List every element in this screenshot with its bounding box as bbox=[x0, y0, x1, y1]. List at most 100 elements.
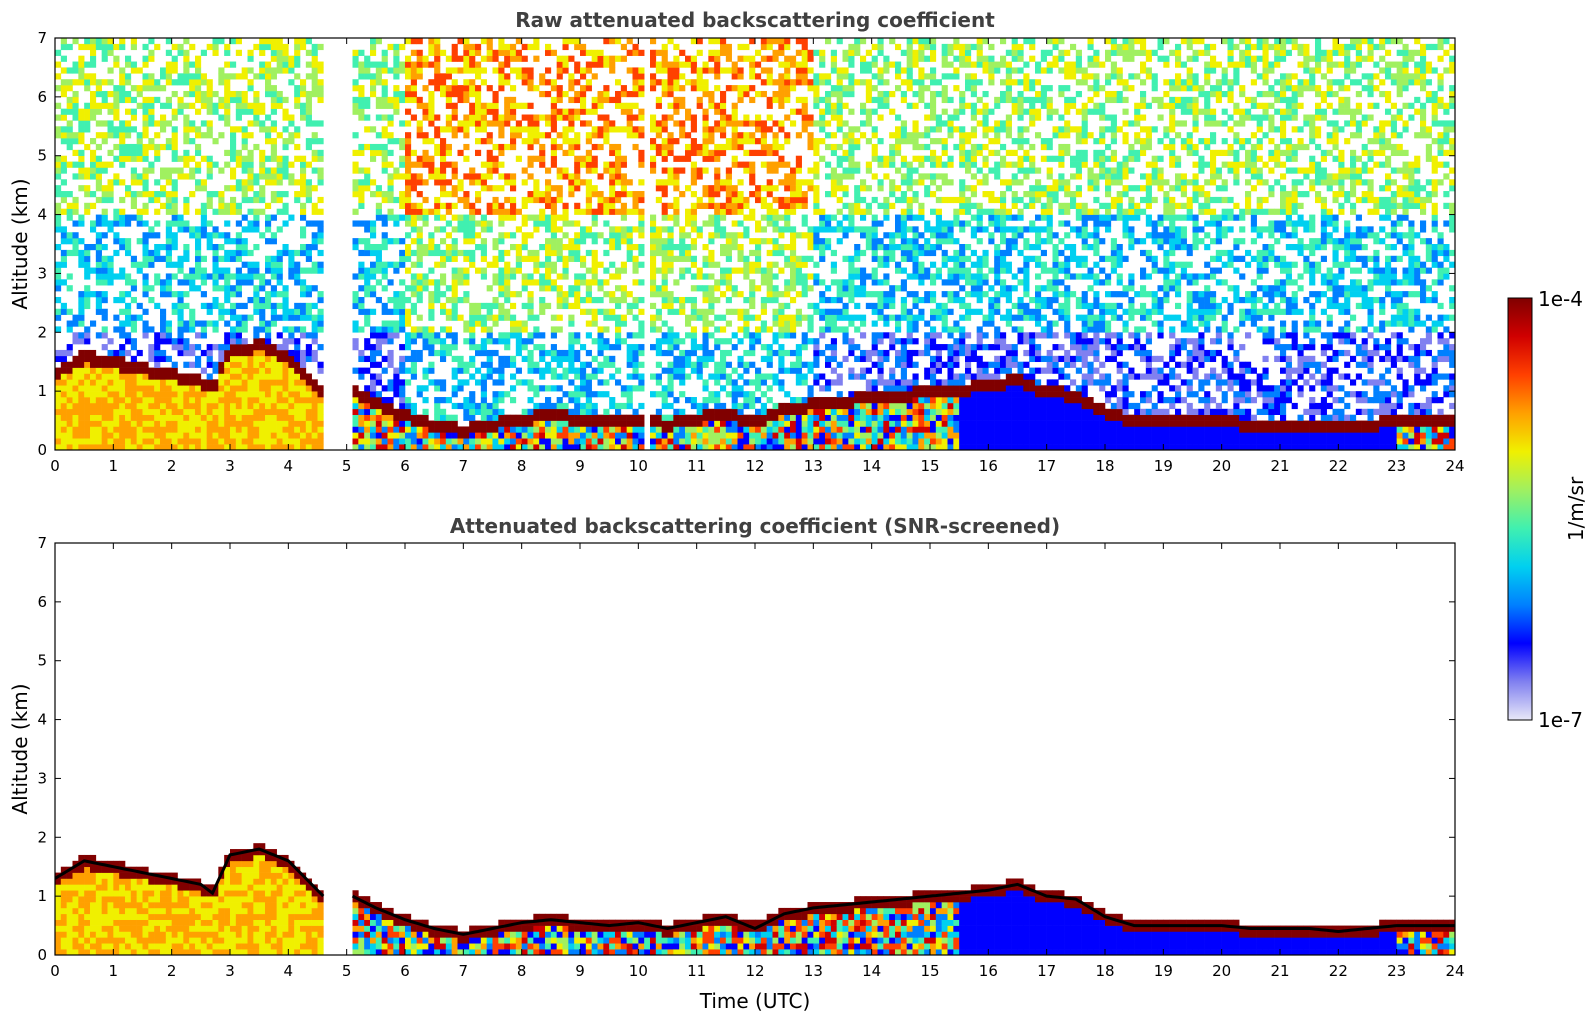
heatmap-cell bbox=[218, 196, 225, 204]
heatmap-cell bbox=[399, 90, 406, 98]
heatmap-cell bbox=[737, 355, 744, 363]
heatmap-cell bbox=[241, 338, 248, 345]
heatmap-cell bbox=[720, 185, 727, 192]
heatmap-cell bbox=[574, 432, 581, 439]
heatmap-cell bbox=[358, 238, 365, 245]
heatmap-cell bbox=[539, 279, 546, 286]
heatmap-cell bbox=[375, 432, 382, 439]
heatmap-cell bbox=[585, 149, 592, 157]
heatmap-cell bbox=[183, 90, 190, 98]
heatmap-cell bbox=[241, 214, 248, 221]
heatmap-cell bbox=[515, 261, 522, 268]
heatmap-cell bbox=[568, 408, 575, 415]
heatmap-cell bbox=[515, 132, 522, 139]
heatmap-cell bbox=[550, 120, 557, 127]
heatmap-cell bbox=[358, 102, 365, 109]
heatmap-cell bbox=[720, 338, 727, 345]
heatmap-cell bbox=[743, 397, 750, 404]
heatmap-cell bbox=[685, 361, 692, 368]
heatmap-cell bbox=[504, 414, 511, 421]
heatmap-cell bbox=[241, 279, 248, 286]
heatmap-cell bbox=[445, 420, 452, 427]
heatmap-cell bbox=[119, 90, 126, 98]
heatmap-cell bbox=[696, 444, 703, 450]
heatmap-cell bbox=[300, 85, 307, 92]
heatmap-cell bbox=[556, 67, 563, 74]
heatmap-cell bbox=[504, 314, 511, 321]
heatmap-cell bbox=[113, 55, 120, 62]
heatmap-cell bbox=[276, 438, 283, 445]
heatmap-cell bbox=[160, 191, 167, 198]
heatmap-cell bbox=[545, 220, 552, 227]
heatmap-cell bbox=[78, 108, 85, 115]
heatmap-cell bbox=[130, 85, 137, 92]
heatmap-cell bbox=[171, 185, 178, 192]
heatmap-cell bbox=[72, 196, 79, 204]
heatmap-cell bbox=[463, 202, 470, 209]
heatmap-cell bbox=[737, 43, 744, 51]
heatmap-cell bbox=[469, 255, 476, 262]
heatmap-cell bbox=[370, 326, 377, 333]
heatmap-cell bbox=[498, 143, 505, 151]
heatmap-cell bbox=[311, 267, 318, 274]
heatmap-cell bbox=[434, 432, 441, 439]
heatmap-cell bbox=[247, 179, 254, 186]
heatmap-cell bbox=[300, 385, 307, 392]
heatmap-cell bbox=[696, 85, 703, 92]
heatmap-cell bbox=[95, 143, 102, 151]
heatmap-cell bbox=[568, 238, 575, 245]
heatmap-cell bbox=[171, 208, 178, 215]
heatmap-cell bbox=[702, 408, 709, 415]
heatmap-cell bbox=[113, 361, 120, 368]
heatmap-cell bbox=[603, 38, 610, 45]
heatmap-cell bbox=[655, 226, 662, 233]
heatmap-cell bbox=[130, 114, 137, 121]
heatmap-cell bbox=[469, 397, 476, 404]
heatmap-cell bbox=[667, 85, 674, 92]
heatmap-cell bbox=[737, 138, 744, 145]
heatmap-cell bbox=[195, 55, 202, 62]
heatmap-cell bbox=[690, 79, 697, 86]
heatmap-cell bbox=[486, 361, 493, 368]
heatmap-cell bbox=[364, 279, 371, 286]
heatmap-cell bbox=[370, 408, 377, 415]
heatmap-cell bbox=[755, 114, 762, 121]
heatmap-cell bbox=[720, 208, 727, 215]
heatmap-cell bbox=[375, 114, 382, 121]
heatmap-cell bbox=[755, 149, 762, 157]
heatmap-cell bbox=[445, 332, 452, 339]
heatmap-cell bbox=[492, 402, 499, 410]
heatmap-cell bbox=[171, 420, 178, 427]
heatmap-cell bbox=[416, 414, 423, 421]
heatmap-cell bbox=[568, 302, 575, 310]
heatmap-cell bbox=[515, 267, 522, 274]
heatmap-cell bbox=[241, 320, 248, 327]
heatmap-cell bbox=[445, 220, 452, 227]
heatmap-cell bbox=[125, 379, 132, 386]
heatmap-cell bbox=[259, 385, 266, 392]
heatmap-cell bbox=[591, 191, 598, 198]
heatmap-cell bbox=[661, 208, 668, 215]
heatmap-cell bbox=[72, 314, 79, 321]
heatmap-cell bbox=[72, 338, 79, 345]
heatmap-cell bbox=[521, 79, 528, 86]
heatmap-cell bbox=[90, 320, 97, 327]
heatmap-cell bbox=[235, 179, 242, 186]
heatmap-cell bbox=[241, 438, 248, 445]
heatmap-cell bbox=[655, 196, 662, 204]
heatmap-cell bbox=[241, 367, 248, 374]
heatmap-cell bbox=[393, 85, 400, 92]
heatmap-cell bbox=[434, 291, 441, 298]
heatmap-cell bbox=[148, 191, 155, 198]
heatmap-cell bbox=[230, 185, 237, 192]
heatmap-cell bbox=[405, 167, 412, 174]
heatmap-cell bbox=[475, 43, 482, 51]
heatmap-cell bbox=[195, 397, 202, 404]
heatmap-cell bbox=[445, 67, 452, 74]
heatmap-cell bbox=[632, 114, 639, 121]
heatmap-cell bbox=[364, 238, 371, 245]
heatmap-cell bbox=[597, 326, 604, 333]
heatmap-cell bbox=[247, 444, 254, 450]
heatmap-cell bbox=[399, 279, 406, 286]
heatmap-cell bbox=[434, 85, 441, 92]
